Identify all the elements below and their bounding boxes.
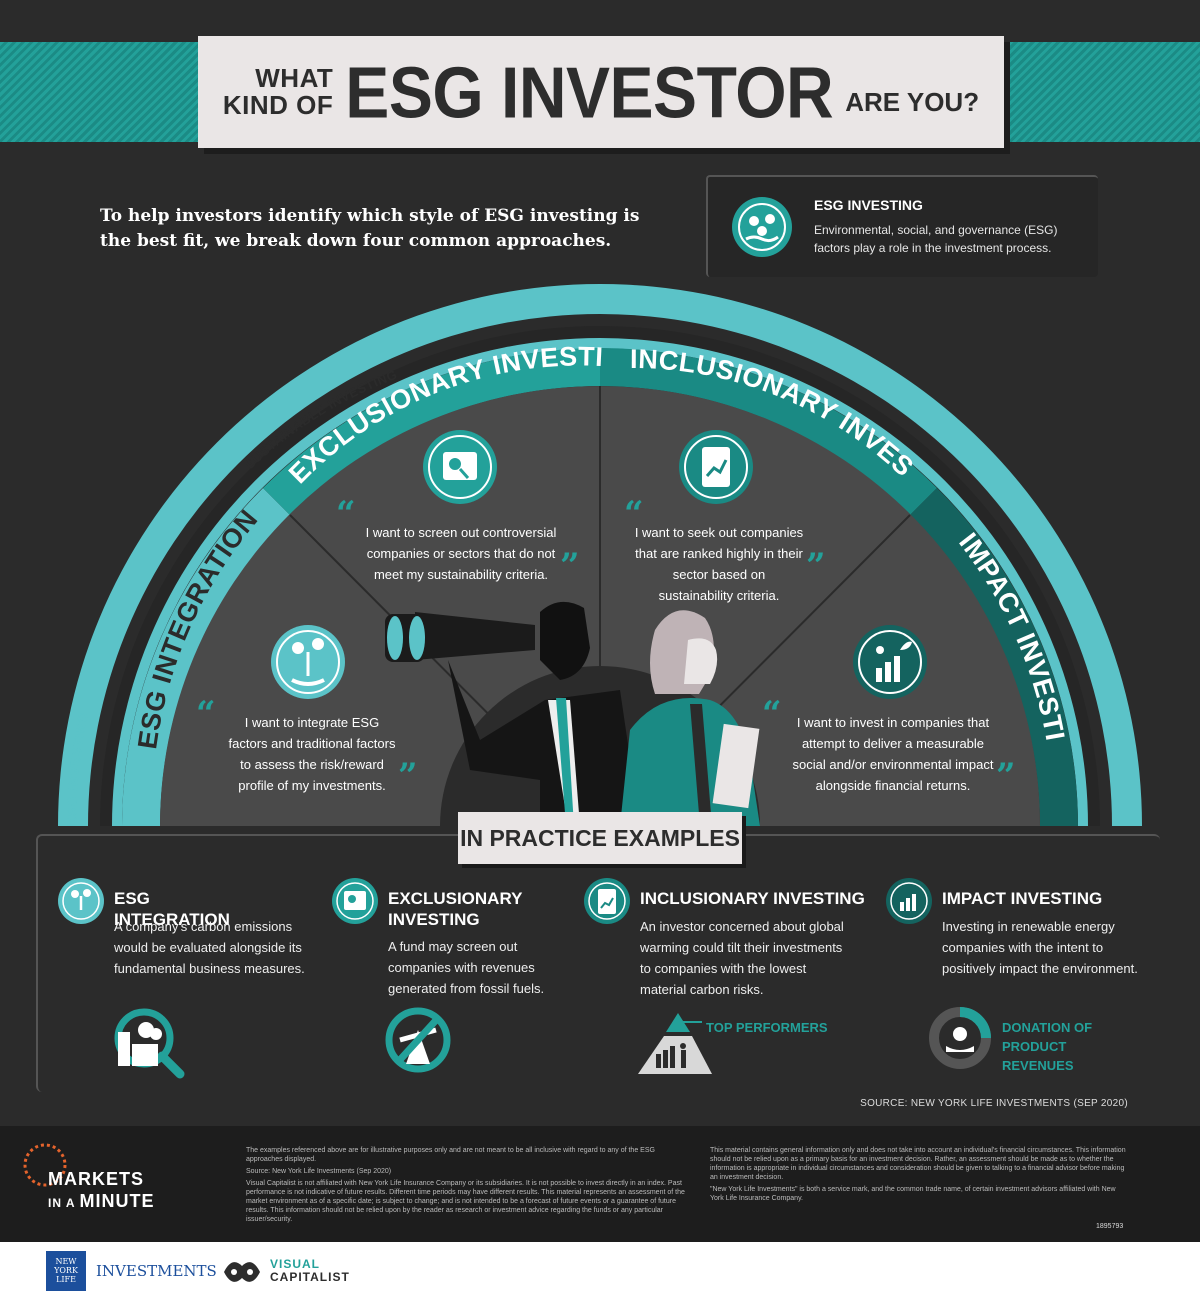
exclusionary-quote: I want to screen out controversial compa… [365,525,557,582]
integration-band [122,488,290,826]
seedling-money-icon [58,878,104,924]
inclusionary-quote: I want to seek out companies that are ra… [634,525,804,603]
woman-with-tablet-illustration [620,610,760,826]
intro-text: To help investors identify which style o… [100,206,640,251]
practice-impact-title: IMPACT INVESTING [942,889,1103,908]
disclaimer-4: This material contains general informati… [710,1147,1126,1181]
quote-close-icon: ” [560,546,580,586]
quote-close-icon: ” [996,756,1016,796]
exclusionary-band [263,348,600,515]
title-prefix: WHAT KIND OF [223,65,333,119]
source-note: SOURCE: NEW YORK LIFE INVESTMENTS (SEP 2… [860,1098,1128,1109]
investments-wordmark: INVESTMENTS [96,1262,217,1280]
practice-integration-text: A company's carbon emissions would be ev… [114,919,305,976]
disclaimer-5: "New York Life Investments" is both a se… [710,1186,1116,1202]
quote-close-icon: ” [806,546,826,586]
practice-title: IN PRACTICE EXAMPLES [458,812,742,864]
practice-impact-text: Investing in renewable energy companies … [942,919,1138,976]
quote-open-icon: “ [336,494,356,534]
climber-plant-icon [853,625,927,699]
no-oil-rig-icon [385,1007,451,1073]
mim-in-a: IN A [48,1196,76,1210]
markets-in-a-minute-ring-icon [23,1143,67,1187]
page-title: ESG INVESTOR [345,51,834,133]
vc-line-1: VISUAL [270,1257,321,1271]
markets-in-a-minute-logo: MARKETS IN A MINUTE [48,1168,154,1214]
practice-exclusionary-title: EXCLUSIONARY INVESTING [388,889,523,929]
donation-donut-icon [929,1007,991,1069]
footer-logos [0,1242,1200,1300]
disclaimer-right: This material contains general informati… [710,1146,1130,1203]
screen-folder-icon [423,430,497,504]
mim-line-2: IN A MINUTE [48,1190,154,1214]
donation-label: DONATION OF PRODUCT REVENUES [1002,1020,1093,1073]
disclaimer-2: Source: New York Life Investments (Sep 2… [246,1168,392,1175]
practice-integration-title: ESG INTEGRATION [114,889,230,929]
practice-inclusionary-title: INCLUSIONARY INVESTING [640,889,865,908]
quote-close-icon: ” [398,756,418,796]
practice-exclusionary-text: A fund may screen out companies with rev… [388,939,545,996]
screen-folder-icon [332,878,378,924]
title-card: WHAT KIND OF ESG INVESTOR ARE YOU? [198,36,1004,148]
vc-line-2: CAPITALIST [270,1270,350,1284]
new-york-life-logo: NEW YORK LIFE [46,1251,86,1291]
document-code: 1895793 [1096,1223,1124,1230]
binoculars-man-illustration [385,601,640,826]
esg-box-text: Environmental, social, and governance (E… [814,223,1058,255]
esg-box-title: ESG INVESTING [814,197,923,213]
title-line-1: WHAT [255,63,334,93]
disclaimer-left: The examples referenced above are for il… [246,1146,686,1224]
inclusionary-band [600,348,937,515]
impact-quote: I want to invest in companies that attem… [792,715,994,793]
esg-investing-icon [732,197,792,257]
top-performers-pyramid-icon [638,1013,712,1074]
visual-capitalist-wordmark: VISUAL CAPITALIST [270,1258,350,1284]
title-suffix: ARE YOU? [845,87,980,117]
integration-quote: I want to integrate ESG factors and trad… [228,715,396,793]
tablet-chart-icon [679,430,753,504]
visual-capitalist-logo-icon [224,1262,260,1282]
practice-inclusionary-text: An investor concerned about global warmi… [640,919,844,997]
carbon-magnifier-icon [114,1008,185,1079]
seedling-money-icon [271,625,345,699]
quote-open-icon: “ [762,694,782,734]
top-performers-label: TOP PERFORMERS [706,1020,828,1035]
quote-open-icon: “ [624,494,644,534]
climber-plant-icon [886,878,932,924]
quote-open-icon: “ [196,694,216,734]
tablet-chart-icon [584,878,630,924]
esg-investing-box: ESG INVESTING Environmental, social, and… [706,175,1098,277]
mim-minute: MINUTE [79,1191,155,1211]
impact-band [910,488,1078,826]
top-strip [0,0,1200,42]
title-line-2: KIND OF [222,90,334,120]
mim-line-1: MARKETS [48,1169,144,1189]
disclaimer-3: Visual Capitalist is not affiliated with… [246,1180,685,1223]
disclaimer-1: The examples referenced above are for il… [246,1147,655,1163]
footer-disclaimer-area [0,1126,1200,1242]
